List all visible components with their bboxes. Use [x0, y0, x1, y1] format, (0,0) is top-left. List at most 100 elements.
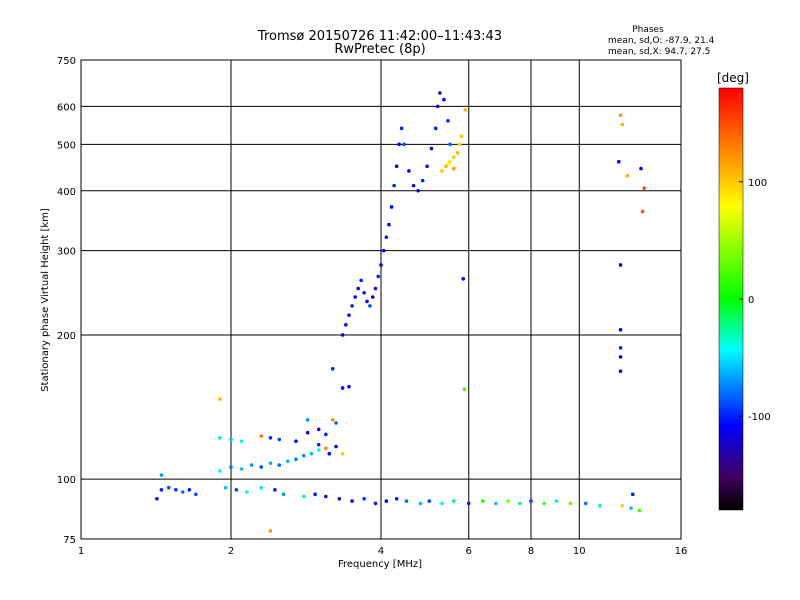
data-point	[365, 299, 369, 304]
data-point	[368, 304, 372, 308]
data-point	[350, 499, 354, 503]
data-point	[294, 457, 298, 462]
y-tick-label: 400	[57, 187, 76, 198]
x-tick-label: 8	[528, 546, 534, 557]
data-point	[324, 432, 328, 437]
data-point	[387, 222, 391, 227]
data-point	[373, 501, 378, 506]
grid-lines	[81, 60, 681, 539]
data-point	[316, 442, 321, 447]
data-point	[620, 503, 625, 508]
data-point	[268, 435, 273, 440]
data-point	[435, 104, 440, 109]
data-point	[166, 485, 171, 490]
data-point	[187, 488, 192, 492]
data-point	[381, 248, 386, 253]
data-point	[392, 183, 396, 188]
data-point	[618, 369, 623, 374]
data-point	[218, 469, 222, 473]
data-point	[640, 209, 645, 214]
data-point	[330, 366, 335, 371]
data-point	[452, 499, 456, 503]
data-point	[402, 142, 406, 147]
data-point	[340, 333, 345, 337]
data-point	[359, 278, 363, 283]
data-point	[379, 263, 383, 267]
data-point	[155, 496, 159, 501]
data-point	[568, 501, 573, 506]
data-point	[394, 164, 399, 169]
data-point	[281, 492, 286, 497]
data-point	[285, 459, 290, 464]
data-point	[506, 499, 510, 503]
x-tick-label: 16	[675, 546, 688, 557]
data-point	[642, 186, 647, 190]
data-point	[218, 435, 222, 440]
data-point	[376, 274, 381, 279]
data-point	[218, 397, 222, 401]
colorbar-tick-label: 0	[748, 295, 754, 306]
data-point	[277, 463, 282, 467]
data-point	[174, 488, 178, 492]
data-point	[420, 178, 425, 183]
data-point	[462, 387, 467, 392]
data-point	[194, 492, 198, 497]
data-point	[159, 488, 164, 492]
data-point	[249, 463, 254, 467]
data-point	[313, 492, 317, 497]
data-point	[463, 108, 467, 112]
data-point	[223, 485, 228, 490]
data-point	[327, 451, 332, 456]
data-point	[344, 323, 348, 327]
data-point	[334, 421, 338, 425]
data-point	[440, 501, 444, 506]
y-tick-label: 200	[57, 331, 76, 342]
data-point	[347, 313, 351, 317]
y-axis-ticks: 75 100 200 300 400 500 600 750	[57, 56, 76, 546]
data-point	[268, 529, 273, 533]
data-point	[438, 91, 442, 95]
data-point	[433, 126, 438, 131]
data-point	[159, 473, 164, 477]
y-tick-label: 600	[57, 102, 76, 113]
data-point	[494, 501, 498, 506]
y-tick-label: 500	[57, 140, 76, 151]
data-point	[305, 430, 310, 435]
data-point	[446, 118, 450, 123]
x-tick-label: 1	[78, 546, 84, 557]
data-point	[244, 490, 249, 494]
data-point	[625, 173, 630, 178]
data-point	[618, 263, 623, 267]
x-tick-label: 4	[378, 546, 384, 557]
data-point	[239, 467, 244, 471]
data-point	[455, 151, 460, 155]
data-point	[418, 501, 423, 506]
data-point	[229, 437, 233, 442]
data-point	[347, 384, 351, 389]
data-point	[448, 142, 452, 147]
data-point	[305, 418, 310, 422]
data-point	[452, 166, 456, 171]
data-point	[630, 492, 635, 497]
data-point	[268, 461, 273, 465]
data-point	[259, 465, 264, 469]
data-point	[362, 290, 366, 295]
data-point	[277, 437, 282, 442]
data-point	[442, 97, 446, 102]
colorbar-tick-label: -100	[748, 412, 771, 423]
data-point	[583, 501, 588, 506]
data-point	[294, 439, 298, 444]
data-point	[404, 499, 409, 503]
data-point	[407, 169, 411, 173]
data-point	[529, 499, 533, 503]
data-point	[427, 499, 432, 503]
data-point	[480, 499, 485, 503]
data-point	[429, 146, 434, 151]
data-point	[425, 164, 429, 169]
data-point	[416, 188, 420, 193]
data-point	[384, 235, 389, 239]
data-point	[618, 113, 623, 118]
colorbar-tick-label: 100	[748, 178, 767, 189]
